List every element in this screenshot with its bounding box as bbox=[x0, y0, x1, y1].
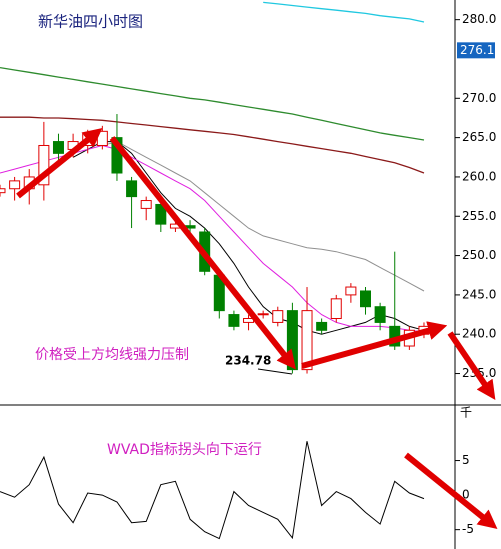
candle-body bbox=[316, 321, 328, 331]
y-tick-label: -5 bbox=[462, 522, 474, 536]
candle-body bbox=[126, 180, 138, 198]
sub-title: WVAD指标拐头向下运行 bbox=[107, 442, 262, 458]
candle-body bbox=[257, 313, 269, 316]
candle-body bbox=[272, 310, 284, 323]
candle-body bbox=[374, 306, 386, 323]
unit-label: 千 bbox=[460, 406, 472, 420]
y-tick-label: 5 bbox=[462, 453, 470, 467]
y-tick-label: 245.0 bbox=[462, 287, 496, 301]
candle-body bbox=[330, 298, 342, 319]
candle-body bbox=[228, 314, 240, 327]
price-tag-label: 276.1 bbox=[460, 43, 494, 57]
candle-body bbox=[38, 144, 50, 186]
arrow bbox=[301, 321, 448, 369]
y-tick-label: 260.0 bbox=[462, 169, 496, 183]
y-tick-label: 0 bbox=[462, 488, 470, 502]
candle-body bbox=[345, 286, 357, 296]
arrow bbox=[447, 331, 496, 400]
candle-body bbox=[360, 290, 371, 308]
candle-body bbox=[286, 310, 298, 371]
chart-title: 新华油四小时图 bbox=[38, 13, 143, 31]
arrows bbox=[16, 127, 498, 530]
candle-body bbox=[301, 310, 313, 371]
candle-body bbox=[0, 188, 6, 194]
line-series bbox=[102, 141, 425, 292]
y-tick-label: 255.0 bbox=[462, 209, 496, 223]
plot: 235.0240.0245.0250.0255.0260.0265.0270.0… bbox=[0, 1, 496, 540]
arrow bbox=[109, 136, 296, 370]
candle-body bbox=[96, 130, 108, 146]
annotation: 234.78 bbox=[225, 354, 271, 368]
candle-body bbox=[52, 141, 64, 154]
arrow bbox=[404, 452, 498, 530]
pointer-line bbox=[257, 368, 293, 375]
candle-body bbox=[243, 317, 255, 323]
line-series bbox=[72, 141, 425, 335]
candle-body bbox=[155, 203, 167, 225]
y-tick-label: 270.0 bbox=[462, 91, 496, 105]
y-tick-label: 240.0 bbox=[462, 327, 496, 341]
annotation: 价格受上方均线强力压制 bbox=[35, 347, 189, 363]
y-tick-label: 250.0 bbox=[462, 248, 496, 262]
line-series bbox=[0, 441, 425, 540]
arrow bbox=[16, 127, 103, 199]
line-series bbox=[0, 66, 425, 141]
line-series bbox=[0, 116, 425, 174]
line-series bbox=[263, 1, 425, 23]
candle-body bbox=[9, 180, 21, 190]
y-tick-label: 265.0 bbox=[462, 130, 496, 144]
y-tick-label: 280.0 bbox=[462, 12, 496, 26]
candle-body bbox=[140, 200, 152, 209]
price-tag bbox=[457, 42, 495, 59]
